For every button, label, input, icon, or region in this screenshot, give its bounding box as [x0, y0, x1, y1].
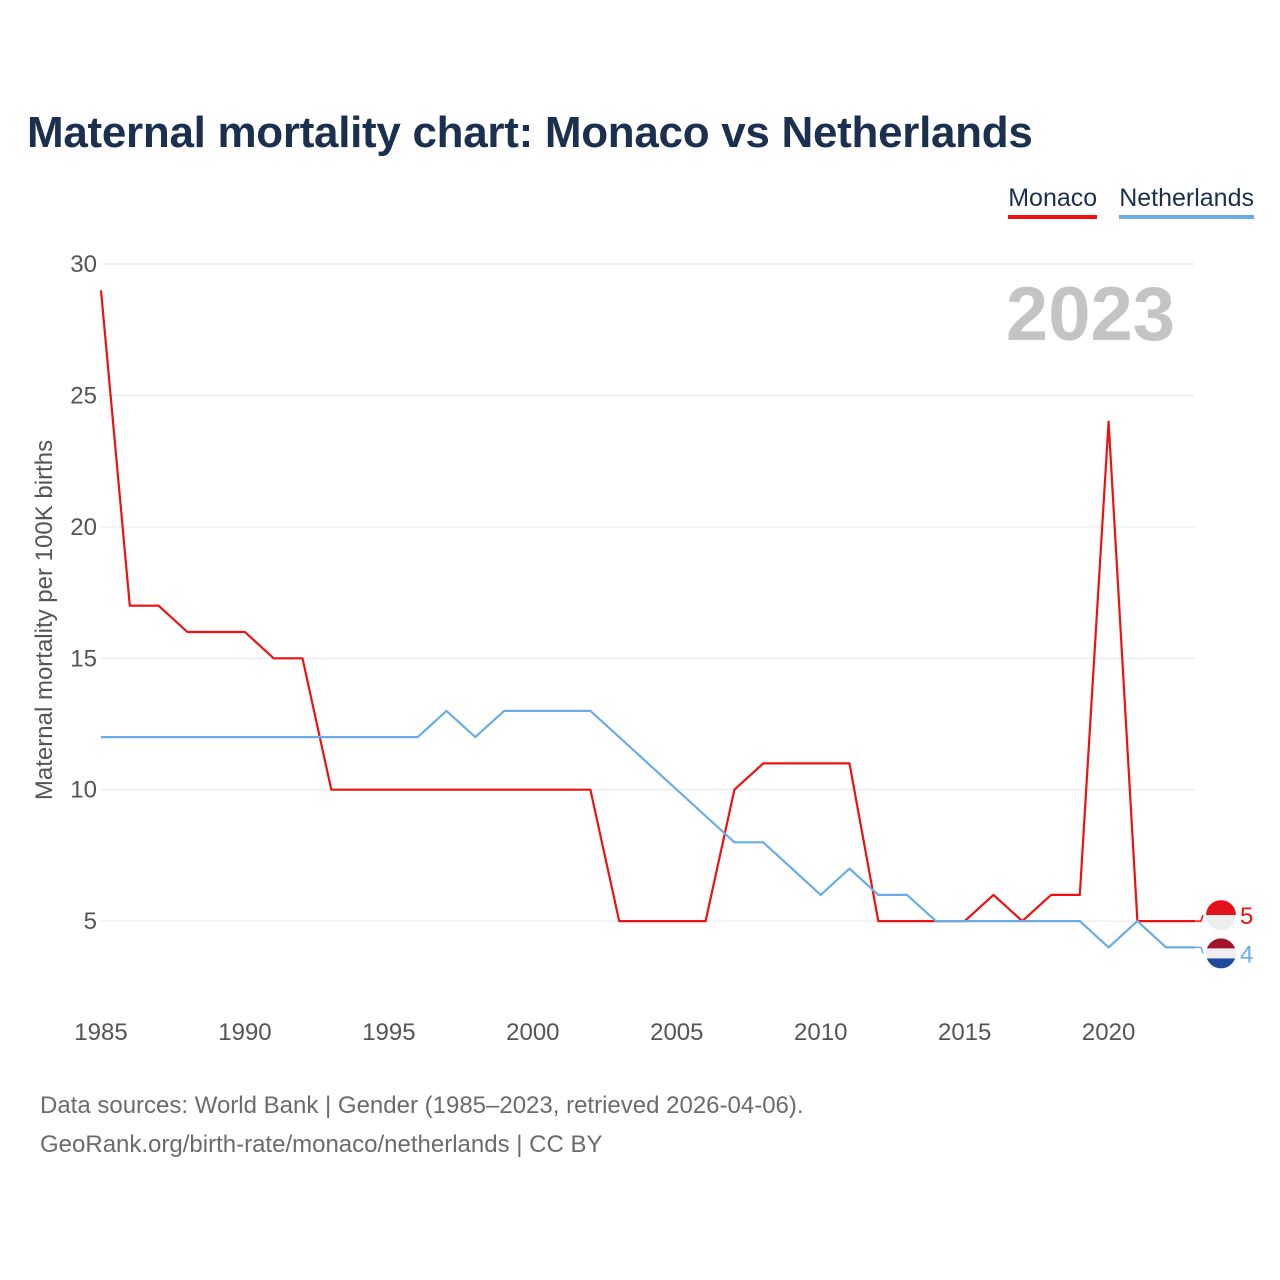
end-value-label-monaco: 5 [1240, 903, 1253, 930]
footer: Data sources: World Bank | Gender (1985–… [40, 1086, 804, 1164]
y-tick-label: 10 [70, 777, 97, 804]
series-line-monaco[interactable] [99, 290, 1195, 923]
credit-text[interactable]: GeoRank.org/birth-rate/monaco/netherland… [40, 1131, 603, 1158]
x-tick-label: 2020 [1082, 1019, 1135, 1046]
series-line-netherlands[interactable] [101, 709, 1195, 949]
x-tick-label: 1990 [218, 1019, 271, 1046]
end-connector-netherlands [1195, 946, 1204, 954]
end-markers: 54 [1195, 900, 1253, 969]
x-tick-label: 2000 [506, 1019, 559, 1046]
y-tick-label: 20 [70, 514, 97, 541]
x-tick-label: 2015 [938, 1019, 991, 1046]
x-tick-labels: 1985 1990 1995 2000 2005 2010 2015 2020 [74, 1019, 1135, 1046]
x-tick-label: 2010 [794, 1019, 847, 1046]
x-tick-label: 1995 [362, 1019, 415, 1046]
y-tick-label: 30 [70, 251, 97, 278]
end-value-label-netherlands: 4 [1240, 941, 1253, 968]
x-tick-label: 1985 [74, 1019, 127, 1046]
source-text: Data sources: World Bank | Gender (1985–… [40, 1092, 804, 1119]
monaco-flag-icon [1206, 900, 1236, 931]
legend-item-netherlands[interactable]: Netherlands [1119, 183, 1254, 219]
y-tick-label: 15 [70, 645, 97, 672]
year-watermark: 2023 [1006, 272, 1175, 357]
y-axis-label: Maternal mortality per 100K births [31, 440, 58, 800]
legend-item-monaco[interactable]: Monaco [1008, 183, 1098, 219]
chart-title: Maternal mortality chart: Monaco vs Neth… [27, 108, 1033, 157]
y-tick-label: 5 [84, 908, 97, 935]
end-connector-monaco [1195, 914, 1204, 922]
x-tick-label: 2005 [650, 1019, 703, 1046]
line-chart: 5 10 15 20 25 30 1985 1990 1995 2000 2005 2010 2015… [31, 251, 1253, 1046]
netherlands-flag-icon [1206, 938, 1236, 969]
legend: Monaco Netherlands [1008, 183, 1254, 219]
y-tick-labels: 5 10 15 20 25 30 [70, 251, 97, 935]
series-lines [99, 290, 1195, 949]
y-tick-label: 25 [70, 382, 97, 409]
grid-lines [101, 263, 1195, 922]
